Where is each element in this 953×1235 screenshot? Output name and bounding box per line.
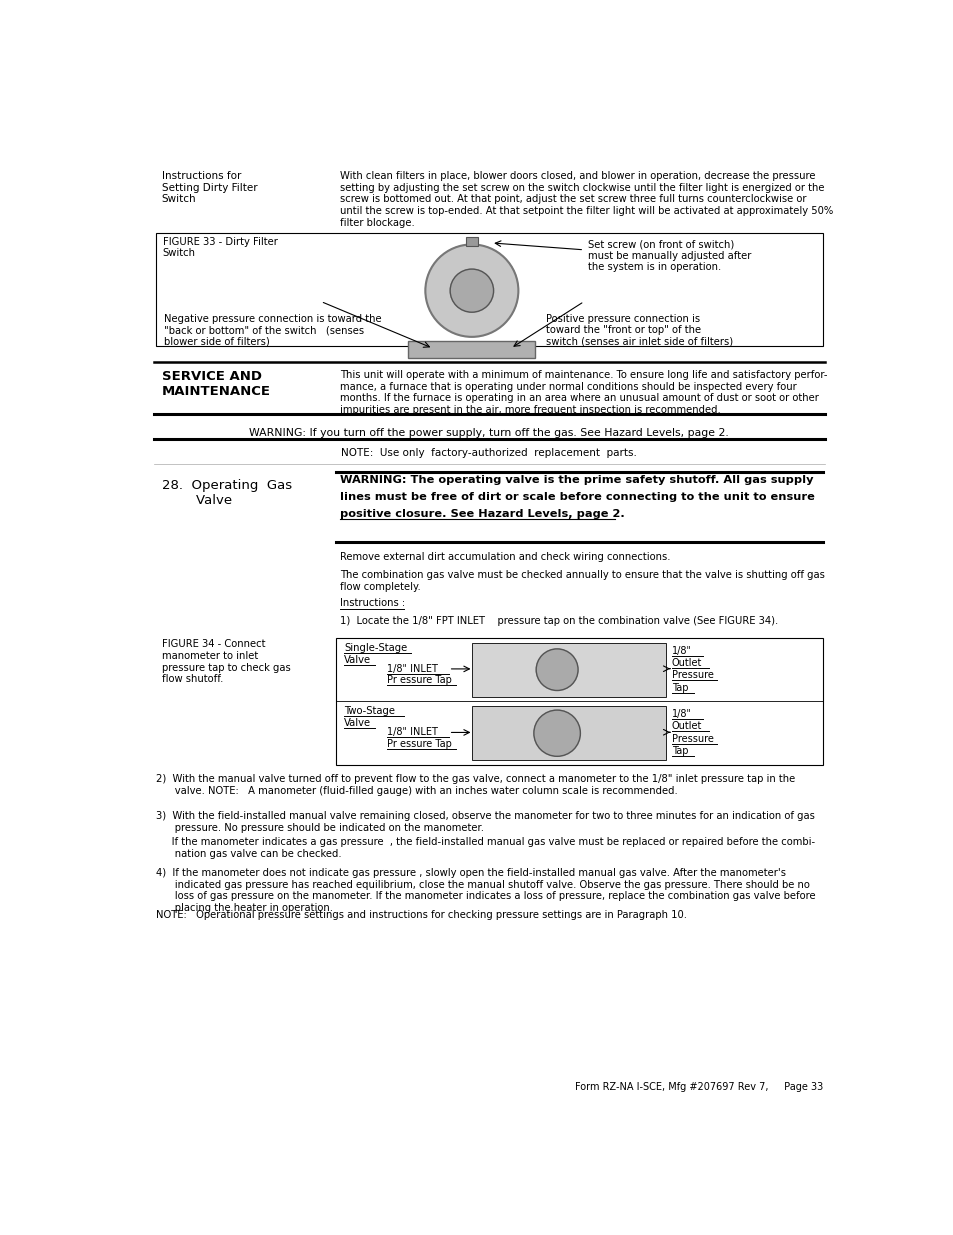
FancyBboxPatch shape — [472, 706, 665, 761]
Text: Form RZ-NA I-SCE, Mfg #207697 Rev 7,     Page 33: Form RZ-NA I-SCE, Mfg #207697 Rev 7, Pag… — [574, 1082, 822, 1092]
Text: FIGURE 33 - Dirty Filter
Switch: FIGURE 33 - Dirty Filter Switch — [162, 237, 277, 258]
Text: WARNING: The operating valve is the prime safety shutoff. All gas supply: WARNING: The operating valve is the prim… — [340, 474, 813, 484]
Circle shape — [425, 245, 517, 337]
Text: NOTE:  Use only  factory-authorized  replacement  parts.: NOTE: Use only factory-authorized replac… — [340, 448, 637, 458]
FancyBboxPatch shape — [408, 341, 535, 358]
Text: 1/8": 1/8" — [671, 709, 691, 719]
Text: Remove external dirt accumulation and check wiring connections.: Remove external dirt accumulation and ch… — [340, 552, 670, 562]
Text: If the manometer indicates a gas pressure  , the field-installed manual gas valv: If the manometer indicates a gas pressur… — [156, 837, 815, 860]
Text: 2)  With the manual valve turned off to prevent flow to the gas valve, connect a: 2) With the manual valve turned off to p… — [156, 774, 795, 795]
Text: lines must be free of dirt or scale before connecting to the unit to ensure: lines must be free of dirt or scale befo… — [340, 492, 814, 501]
Text: Tap: Tap — [671, 746, 688, 756]
Text: 1/8" INLET: 1/8" INLET — [386, 663, 437, 673]
Text: Pr essure Tap: Pr essure Tap — [386, 739, 451, 748]
Circle shape — [534, 710, 579, 756]
Text: Pressure: Pressure — [671, 671, 713, 680]
Text: Valve: Valve — [344, 719, 371, 729]
Text: Outlet: Outlet — [671, 721, 701, 731]
Text: Tap: Tap — [671, 683, 688, 693]
Text: Set screw (on front of switch)
must be manually adjusted after
the system is in : Set screw (on front of switch) must be m… — [587, 240, 751, 272]
Text: FIGURE 34 - Connect
manometer to inlet
pressure tap to check gas
flow shutoff.: FIGURE 34 - Connect manometer to inlet p… — [162, 640, 291, 684]
Text: Pr essure Tap: Pr essure Tap — [386, 676, 451, 685]
Text: 1/8": 1/8" — [671, 646, 691, 656]
Text: Single-Stage: Single-Stage — [344, 642, 407, 652]
Text: Instructions :: Instructions : — [340, 598, 405, 608]
Text: SERVICE AND
MAINTENANCE: SERVICE AND MAINTENANCE — [162, 370, 271, 398]
Text: 28.  Operating  Gas
        Valve: 28. Operating Gas Valve — [162, 479, 292, 508]
Text: WARNING: If you turn off the power supply, turn off the gas. See Hazard Levels, : WARNING: If you turn off the power suppl… — [249, 429, 728, 438]
Text: Positive pressure connection is
toward the "front or top" of the
switch (senses : Positive pressure connection is toward t… — [545, 314, 732, 347]
Text: This unit will operate with a minimum of maintenance. To ensure long life and sa: This unit will operate with a minimum of… — [340, 370, 827, 415]
FancyBboxPatch shape — [465, 237, 477, 246]
FancyBboxPatch shape — [472, 642, 665, 697]
Text: NOTE:   Operational pressure settings and instructions for checking pressure set: NOTE: Operational pressure settings and … — [156, 910, 687, 920]
Text: With clean filters in place, blower doors closed, and blower in operation, decre: With clean filters in place, blower door… — [340, 172, 833, 227]
Text: 3)  With the field-installed manual valve remaining closed, observe the manomete: 3) With the field-installed manual valve… — [156, 811, 815, 832]
Text: Valve: Valve — [344, 655, 371, 664]
Text: positive closure. See Hazard Levels, page 2.: positive closure. See Hazard Levels, pag… — [340, 509, 624, 519]
Text: Two-Stage: Two-Stage — [344, 706, 395, 716]
Text: Instructions for
Setting Dirty Filter
Switch: Instructions for Setting Dirty Filter Sw… — [162, 172, 257, 205]
Text: Pressure: Pressure — [671, 734, 713, 743]
Text: 1/8" INLET: 1/8" INLET — [386, 727, 437, 737]
Circle shape — [450, 269, 493, 312]
Text: 1)  Locate the 1/8" FPT INLET    pressure tap on the combination valve (See FIGU: 1) Locate the 1/8" FPT INLET pressure ta… — [340, 616, 778, 626]
Circle shape — [536, 648, 578, 690]
Text: 4)  If the manometer does not indicate gas pressure , slowly open the field-inst: 4) If the manometer does not indicate ga… — [156, 868, 815, 913]
Text: Outlet: Outlet — [671, 658, 701, 668]
Text: Negative pressure connection is toward the
"back or bottom" of the switch   (sen: Negative pressure connection is toward t… — [164, 314, 381, 347]
Text: The combination gas valve must be checked annually to ensure that the valve is s: The combination gas valve must be checke… — [340, 571, 824, 592]
